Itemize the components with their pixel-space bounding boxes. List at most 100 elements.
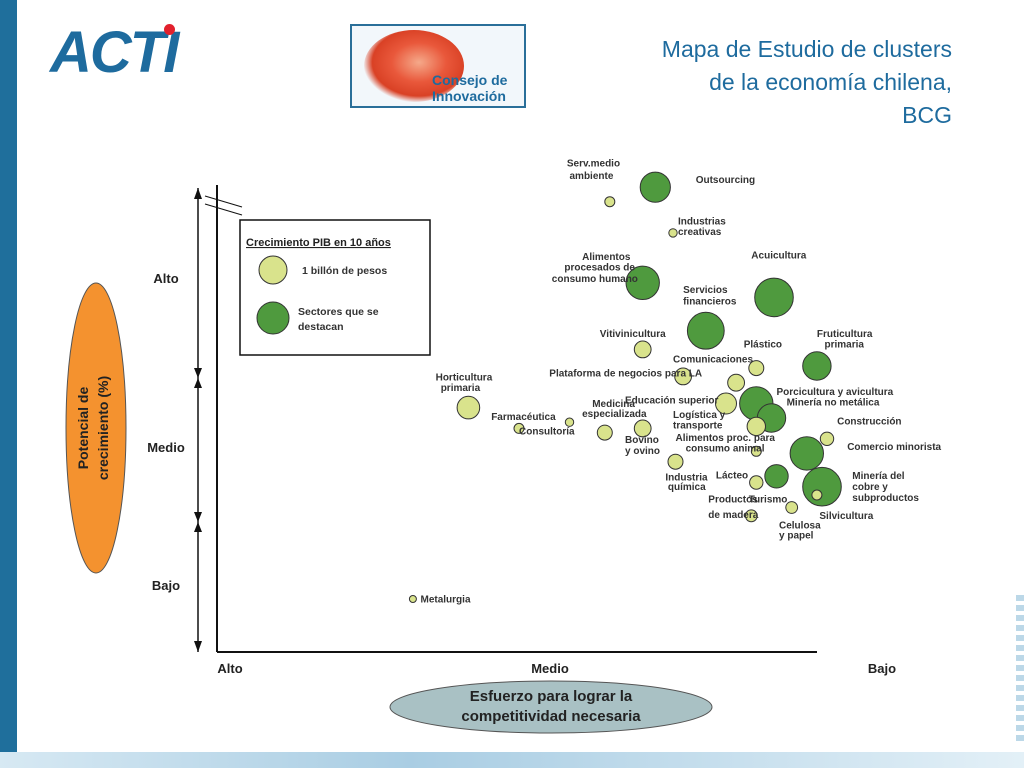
point-label-0: Serv.medio: [567, 158, 620, 169]
bubble-pl-stico: [748, 360, 765, 377]
bubble-comercio-minorista: [789, 436, 824, 471]
y-tick-label-0: Alto: [153, 271, 178, 286]
bubble-acuicultura: [754, 277, 794, 318]
axis-break-1: [204, 195, 243, 208]
x-tick-label-0: Alto: [217, 661, 242, 676]
point-label-41: Turismo: [749, 495, 788, 506]
x-tick-labels: Alto Medio Bajo: [217, 661, 896, 676]
acti-logo-text: ACTI: [50, 20, 179, 85]
y-range-arrow-mid2b: [194, 522, 202, 532]
y-axis-badge: Potencial de crecimiento (%): [65, 282, 127, 574]
point-label-39: subproductos: [852, 493, 919, 504]
point-label-7: consumo humano: [552, 274, 638, 285]
point-label-43: Silvicultura: [819, 511, 873, 522]
title-line-1: Mapa de Estudio de clusters: [661, 36, 952, 62]
y-range-arrow-mid1b: [194, 378, 202, 388]
bubble-outsourcing: [639, 171, 671, 203]
point-label-24: especializada: [582, 409, 647, 420]
x-axis-label-line1: Esfuerzo para lograr la: [470, 688, 633, 705]
bubble-plataforma-de-negocios-para-la: [674, 367, 692, 386]
y-range-arrow-mid1a: [194, 368, 202, 378]
bubbles: [408, 171, 842, 603]
bubble-alimentos-proc-para-consumo-animal: [750, 445, 762, 457]
x-tick-label-2: Bajo: [868, 661, 896, 676]
bubble-comunicaciones: [727, 373, 745, 392]
bubble-bovino-y-ovino: [633, 419, 652, 438]
bottom-accent-bar: [0, 752, 1024, 768]
consejo-logo-line1: Consejo de: [432, 72, 508, 88]
bubble-consultor-a: [564, 417, 575, 427]
point-label-17: Horticultura: [436, 373, 493, 384]
point-label-32: consumo animal: [686, 443, 765, 454]
y-range-arrow-bottom: [194, 641, 202, 652]
title-line-2: de la economía chilena,: [709, 69, 952, 95]
legend-entry-dark-line2: destacan: [298, 321, 344, 333]
point-label-19: Educación superior: [625, 396, 718, 407]
legend-title: Crecimiento PIB en 10 años: [246, 237, 391, 249]
point-label-26: Logística y: [673, 410, 726, 421]
acti-logo-dot: [164, 24, 176, 35]
bubble-log-stica-y-transporte: [746, 416, 766, 437]
axes: [194, 185, 817, 653]
point-label-3: Industrias: [678, 217, 726, 228]
y-range-arrow-top: [194, 188, 202, 199]
bubble-industrias-creativas: [668, 228, 678, 238]
y-tick-label-1: Medio: [147, 440, 185, 455]
point-label-1: ambiente: [570, 171, 614, 182]
point-label-18: primaria: [441, 383, 481, 394]
point-label-14: primaria: [825, 339, 865, 350]
legend-swatch-dark: [256, 301, 290, 335]
bubble-servicios-financieros: [686, 311, 725, 350]
point-label-16: Plataforma de negocios para LA: [549, 368, 702, 379]
point-label-40: Productos: [708, 495, 758, 506]
consejo-logo-line2: Innovación: [432, 88, 506, 104]
y-tick-labels: Alto Medio Bajo: [147, 271, 185, 593]
point-label-36: química: [668, 482, 706, 493]
x-axis-badge: Esfuerzo para lograr la competitividad n…: [389, 680, 713, 734]
bubble-productos-de-madera: [744, 509, 758, 523]
page-title: Mapa de Estudio de clusters de la econom…: [592, 33, 952, 132]
point-label-31: Alimentos proc. para: [676, 433, 776, 444]
point-label-15: Comunicaciones: [673, 355, 753, 366]
point-label-27: transporte: [673, 420, 723, 431]
legend-entry-light: 1 billón de pesos: [302, 265, 387, 277]
axis-break-2: [204, 203, 243, 216]
bubble-metalurgia: [408, 595, 417, 603]
point-label-2: Outsourcing: [696, 175, 755, 186]
y-tick-label-2: Bajo: [152, 578, 180, 593]
point-label-42: de madera: [708, 510, 758, 521]
point-label-9: financieros: [683, 297, 737, 308]
point-label-22: Farmacéutica: [491, 412, 556, 423]
bubble-educaci-n-superior: [715, 392, 737, 415]
y-range-arrow-mid2a: [194, 512, 202, 522]
point-label-5: Alimentos: [582, 252, 631, 263]
point-label-28: Construcción: [837, 416, 901, 427]
point-label-29: Bovino: [625, 435, 659, 446]
x-tick-label-1: Medio: [531, 661, 569, 676]
y-axis-label-line2: crecimiento (%): [95, 376, 111, 480]
point-label-34: Lácteo: [716, 470, 748, 481]
bubble-farmac-utica: [513, 422, 525, 434]
consejo-innovacion-logo: Consejo de Innovación: [350, 24, 526, 108]
point-label-25: Consultoría: [519, 427, 575, 438]
bubble-l-cteo: [749, 475, 764, 490]
bubble-vitivinicultura: [633, 340, 652, 359]
bubble-celulosa-y-papel: [785, 501, 799, 514]
point-label-11: Vitivinicultura: [600, 329, 666, 340]
title-line-3: BCG: [902, 102, 952, 128]
acti-logo: ACTI: [50, 24, 179, 82]
point-label-20: Porcicultura y avicultura: [777, 387, 894, 398]
point-label-30: y ovino: [625, 446, 660, 457]
bubble-turismo: [764, 464, 789, 489]
point-label-33: Comercio minorista: [847, 442, 941, 453]
point-label-13: Fruticultura: [817, 329, 873, 340]
bubble-horticultura-primaria: [456, 395, 481, 420]
bubble-medicina-especializada: [596, 424, 613, 441]
point-label-4: creativas: [678, 227, 722, 238]
point-label-45: y papel: [779, 531, 814, 542]
legend: Crecimiento PIB en 10 años 1 billón de p…: [239, 219, 431, 356]
y-axis-label-line1: Potencial de: [75, 387, 91, 470]
point-label-46: Metalurgia: [421, 594, 471, 605]
point-label-6: procesados de: [564, 262, 635, 273]
